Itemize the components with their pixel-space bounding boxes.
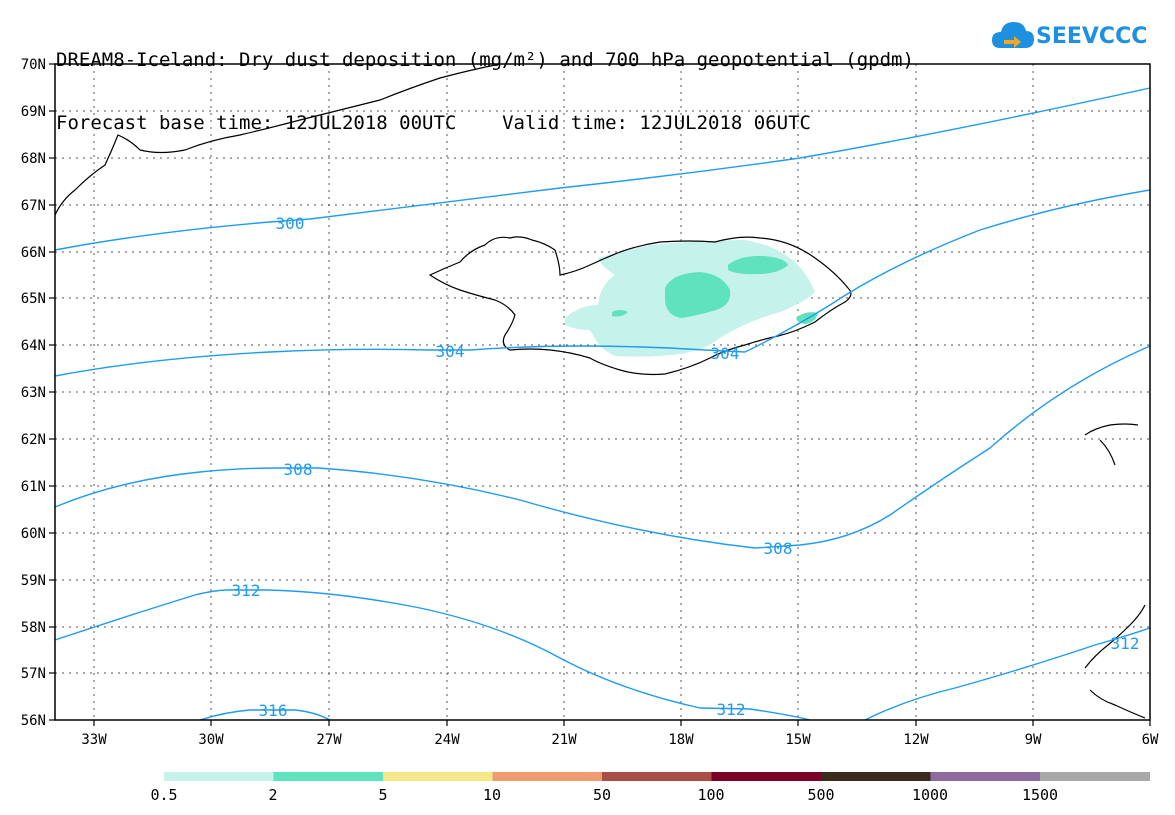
lat-label: 65N <box>21 291 46 307</box>
contour-300 <box>54 87 1151 251</box>
dust-shading-medium <box>612 255 818 324</box>
legend-label: 100 <box>697 786 724 804</box>
legend-swatch <box>821 772 931 781</box>
legend-swatch <box>273 772 384 781</box>
contour-label-308: 308 <box>284 460 313 479</box>
legend-swatch <box>602 772 712 781</box>
contour-label-304: 304 <box>436 342 465 361</box>
legend-swatch <box>383 772 493 781</box>
legend-swatch <box>711 772 822 781</box>
lon-label: 27W <box>316 732 342 748</box>
contour-label-312b: 312 <box>717 700 746 719</box>
lat-label: 66N <box>21 245 46 261</box>
legend-label: 10 <box>483 786 501 804</box>
lat-label: 56N <box>21 713 46 729</box>
iceland-coast <box>428 236 852 376</box>
legend-swatch <box>930 772 1041 781</box>
coastlines <box>54 63 1146 719</box>
legend-labels: 0.5 2 5 10 50 100 500 1000 1500 <box>150 786 1058 804</box>
axis-ticks <box>49 63 1151 726</box>
contour-316 <box>199 709 331 721</box>
longitude-gridlines <box>93 64 1034 720</box>
latitude-gridlines <box>55 110 1150 674</box>
lat-label: 63N <box>21 385 46 401</box>
legend-label: 50 <box>593 786 611 804</box>
lat-label: 57N <box>21 666 46 682</box>
legend-colorbar <box>164 772 1150 781</box>
contour-label-312c: 312 <box>1111 634 1140 653</box>
contour-label-304b: 304 <box>711 344 740 363</box>
lat-label: 70N <box>21 57 46 73</box>
lat-label: 58N <box>21 620 46 636</box>
contour-304-west <box>54 189 1151 377</box>
seevccc-logo: SEEVCCC <box>990 18 1147 58</box>
lon-label: 6W <box>1142 732 1159 748</box>
lon-label: 33W <box>81 732 107 748</box>
greenland-coast <box>54 63 501 216</box>
contour-label-308b: 308 <box>764 539 793 558</box>
title-line-1: DREAM8-Iceland: Dry dust deposition (mg/… <box>56 49 914 71</box>
contour-312 <box>54 589 811 721</box>
cloud-icon <box>992 22 1034 48</box>
lat-label: 59N <box>21 573 46 589</box>
lat-label: 60N <box>21 526 46 542</box>
legend-label: 1000 <box>912 786 948 804</box>
legend-label: 1500 <box>1022 786 1058 804</box>
contour-label-316: 316 <box>259 701 288 720</box>
legend-label: 500 <box>807 786 834 804</box>
lat-label: 64N <box>21 338 46 354</box>
legend-label: 0.5 <box>150 786 177 804</box>
legend-swatch <box>492 772 603 781</box>
lat-label: 61N <box>21 479 46 495</box>
contour-label-312: 312 <box>232 581 261 600</box>
lon-label: 18W <box>668 732 694 748</box>
contour-label-300: 300 <box>276 214 305 233</box>
legend-label: 2 <box>268 786 277 804</box>
lon-label: 21W <box>551 732 577 748</box>
faroe-coast <box>1084 423 1139 466</box>
lat-label: 62N <box>21 432 46 448</box>
contour-312-east <box>864 627 1151 721</box>
geopotential-contours <box>54 87 1151 721</box>
logo-text: SEEVCCC <box>1036 24 1148 49</box>
lat-label: 67N <box>21 198 46 214</box>
lon-label: 12W <box>903 732 929 748</box>
lon-label: 15W <box>785 732 811 748</box>
lat-label: 69N <box>21 104 46 120</box>
title-line-2: Forecast base time: 12JUL2018 00UTC Vali… <box>56 112 811 134</box>
lat-label: 68N <box>21 151 46 167</box>
scotland-coast <box>1084 604 1146 719</box>
map-title: DREAM8-Iceland: Dry dust deposition (mg/… <box>56 8 914 155</box>
legend-swatch <box>164 772 274 781</box>
legend-label: 5 <box>378 786 387 804</box>
lon-label: 9W <box>1025 732 1042 748</box>
contour-308 <box>54 345 1151 549</box>
lon-label: 30W <box>198 732 224 748</box>
lon-label: 24W <box>434 732 460 748</box>
legend-swatch <box>1040 772 1150 781</box>
